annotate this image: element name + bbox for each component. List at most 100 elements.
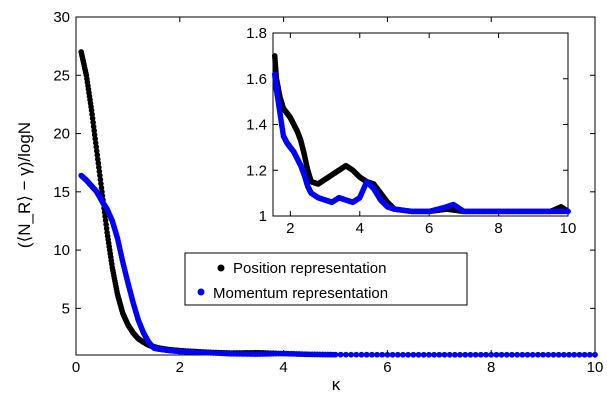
main-data-point xyxy=(550,351,557,358)
main-x-tick-label: 0 xyxy=(72,359,80,376)
main-x-tick-label: 4 xyxy=(279,359,287,376)
legend: Position representation Momentum represe… xyxy=(184,252,468,306)
main-data-point xyxy=(358,351,365,358)
main-data-point xyxy=(410,351,417,358)
legend-label-position: Position representation xyxy=(233,260,386,277)
main-data-point xyxy=(503,351,510,358)
main-data-point xyxy=(374,351,380,358)
main-data-point xyxy=(89,115,96,122)
main-data-point xyxy=(94,156,101,162)
main-data-point xyxy=(561,351,567,358)
inset-y-tick-label: 1.8 xyxy=(246,25,267,42)
main-y-tick-label: 25 xyxy=(53,67,70,84)
main-y-tick-label: 5 xyxy=(62,300,70,317)
main-data-point xyxy=(478,351,484,358)
main-data-point xyxy=(535,351,541,358)
main-data-point xyxy=(483,351,489,358)
main-x-tick-label: 6 xyxy=(383,359,391,376)
main-data-point xyxy=(467,351,474,358)
main-data-point xyxy=(343,351,349,358)
inset-series-momentum xyxy=(271,71,571,215)
main-data-point xyxy=(93,148,100,154)
main-data-point xyxy=(90,123,97,130)
main-y-tick-label: 15 xyxy=(53,184,70,201)
main-data-point xyxy=(452,351,458,358)
main-data-point xyxy=(457,351,463,358)
legend-box xyxy=(184,252,468,306)
main-data-point xyxy=(446,351,453,358)
main-data-point xyxy=(545,351,552,358)
main-data-point xyxy=(363,351,370,358)
main-data-point xyxy=(98,184,105,191)
main-data-point xyxy=(353,351,360,358)
main-data-point xyxy=(394,351,401,358)
main-data-point xyxy=(540,351,546,358)
main-data-point xyxy=(102,213,108,220)
main-data-point xyxy=(529,351,536,358)
inset-x-tick-label: 2 xyxy=(286,220,294,237)
main-data-point xyxy=(436,351,443,358)
main-data-point xyxy=(348,351,354,358)
main-y-tick-label: 10 xyxy=(53,242,70,259)
main-data-point xyxy=(337,351,344,358)
main-data-point xyxy=(405,351,411,358)
main-data-point xyxy=(91,131,98,138)
main-data-point xyxy=(493,351,500,358)
main-data-point xyxy=(587,351,593,358)
main-data-point xyxy=(103,225,110,232)
main-data-point xyxy=(571,351,578,358)
main-data-point xyxy=(592,351,598,358)
inset-axes: 2 4 6 8 10 1 1.2 1.4 1.6 1.8 xyxy=(246,25,576,237)
main-data-point xyxy=(90,119,96,126)
main-data-point xyxy=(498,351,505,358)
main-x-tick-label: 2 xyxy=(176,359,184,376)
main-y-tick-label: 20 xyxy=(53,126,70,143)
inset-y-tick-label: 1 xyxy=(259,208,267,225)
main-data-point xyxy=(426,351,432,358)
main-data-point xyxy=(488,351,495,358)
main-data-point xyxy=(519,351,526,358)
main-data-point xyxy=(92,135,99,142)
main-data-point xyxy=(97,172,103,179)
main-data-point xyxy=(369,351,375,358)
main-data-point xyxy=(472,351,479,358)
main-x-tick-label: 8 xyxy=(487,359,495,376)
main-y-tick-label: 30 xyxy=(53,9,70,26)
main-data-point xyxy=(97,176,104,183)
inset-background xyxy=(272,32,569,217)
main-data-point xyxy=(98,180,104,187)
inset-x-tick-label: 6 xyxy=(425,220,433,237)
main-data-point xyxy=(95,160,102,167)
main-data-point xyxy=(431,351,437,358)
legend-marker-position xyxy=(217,264,225,272)
inset-y-tick-label: 1.4 xyxy=(246,117,267,134)
main-data-point xyxy=(92,140,99,146)
main-data-point xyxy=(555,351,562,358)
main-data-point xyxy=(94,152,101,158)
main-series-momentum xyxy=(78,172,598,358)
main-data-point xyxy=(389,351,396,358)
main-data-point xyxy=(420,351,427,358)
main-plot-points xyxy=(78,49,598,358)
main-data-point xyxy=(524,351,531,358)
main-data-point xyxy=(384,351,391,358)
main-data-point xyxy=(96,164,102,171)
main-data-point xyxy=(102,217,109,224)
legend-marker-momentum xyxy=(197,288,205,296)
legend-label-momentum: Momentum representation xyxy=(213,285,388,302)
main-data-point xyxy=(88,107,95,114)
inset-x-tick-label: 8 xyxy=(494,220,502,237)
y-axis-label: (⟨N_R⟩ − γ)/logN xyxy=(15,122,34,248)
inset-x-tick-label: 4 xyxy=(356,220,364,237)
inset-y-tick-label: 1.6 xyxy=(246,71,267,88)
main-data-point xyxy=(103,221,109,228)
inset-x-tick-label: 10 xyxy=(560,220,577,237)
inset-data-point xyxy=(565,208,571,215)
main-data-point xyxy=(400,351,406,358)
main-data-point xyxy=(89,111,95,118)
main-data-point xyxy=(379,351,386,358)
main-data-point xyxy=(514,351,520,358)
inset-y-tick-label: 1.2 xyxy=(246,162,267,179)
main-data-point xyxy=(462,351,469,358)
